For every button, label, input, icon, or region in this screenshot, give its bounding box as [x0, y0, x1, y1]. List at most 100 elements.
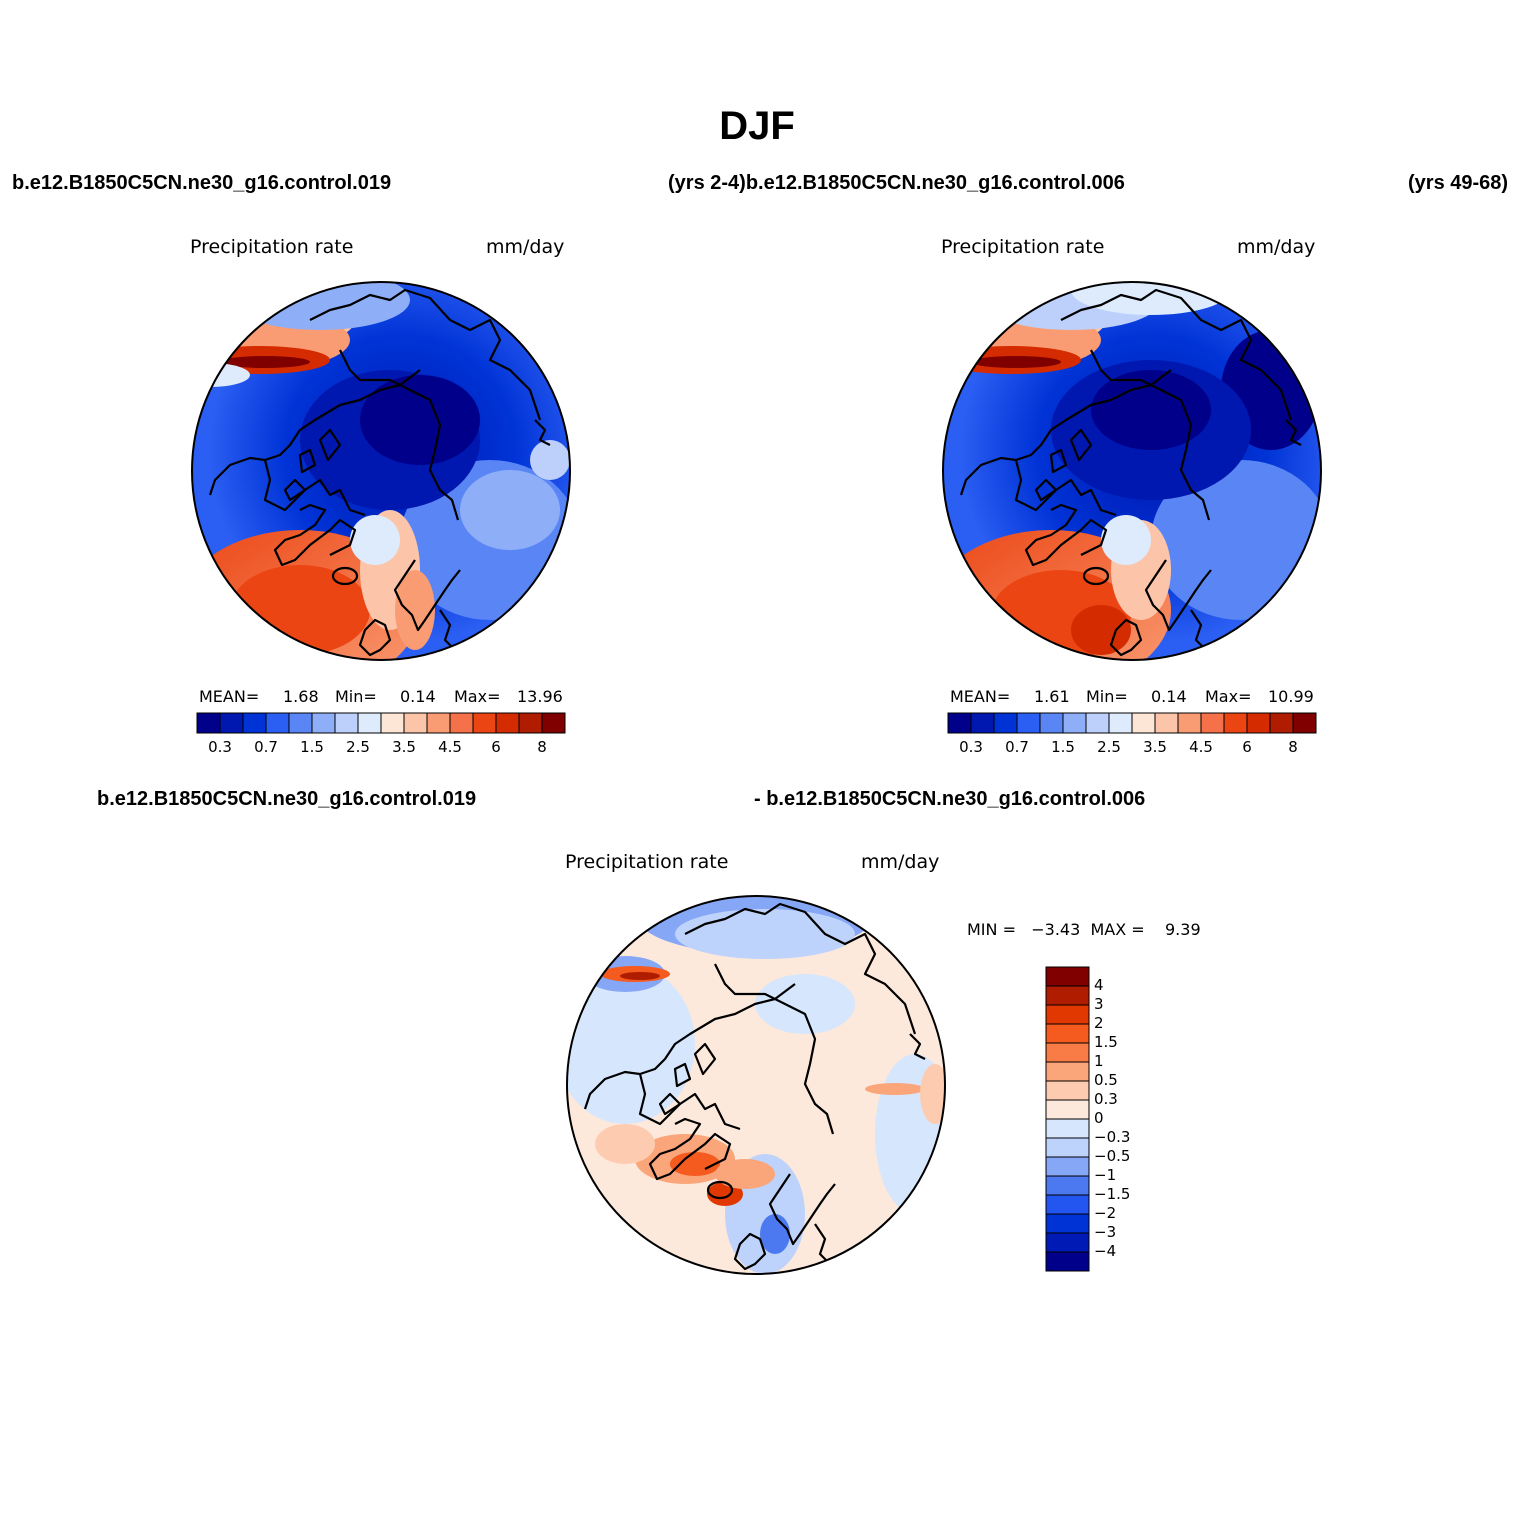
panel3-map-border — [566, 895, 946, 1275]
panel3-colorbar-box — [1045, 1137, 1090, 1158]
panel2-colorbar-box — [947, 712, 972, 734]
panel1-colorbar-box — [242, 712, 267, 734]
panel3-colorbar-box — [1045, 1194, 1090, 1215]
panel1-colorbar-tick-label: 8 — [537, 738, 547, 756]
page-title: DJF — [719, 104, 795, 148]
panel3-colorbar-box — [1045, 1023, 1090, 1044]
panel3-colorbar-tick-label: 0.5 — [1094, 1071, 1118, 1089]
panel3-precip-diff-field — [567, 896, 945, 1274]
panel2-colorbar-box — [1108, 712, 1133, 734]
panel2-units-label: mm/day — [1237, 236, 1316, 258]
panel2-colorbar-box — [1062, 712, 1087, 734]
panel3-colorbar-tick-label: 3 — [1094, 995, 1104, 1013]
panel3-colorbar-box — [1045, 1080, 1090, 1101]
panel3-colorbar-box — [1045, 1118, 1090, 1139]
panel2-min-value: 0.14 — [1151, 687, 1187, 706]
panel3-variable-label: Precipitation rate — [565, 851, 729, 873]
panel2-coastlines — [959, 288, 1302, 657]
panel1-colorbar-tick-label: 2.5 — [346, 738, 370, 756]
panel1-colorbar-box — [219, 712, 244, 734]
panel2-min-label: Min= — [1086, 687, 1128, 706]
panel3-colorbar-box — [1045, 1213, 1090, 1234]
panel1-coastlines — [208, 288, 551, 657]
panel2-variable-label: Precipitation rate — [941, 236, 1105, 258]
panel3-colorbar-box — [1045, 1042, 1090, 1063]
panel3-units-label: mm/day — [861, 851, 940, 873]
panel2-colorbar-box — [970, 712, 995, 734]
middle-case-header: (yrs 2-4)b.e12.B1850C5CN.ne30_g16.contro… — [668, 172, 1125, 194]
panel2-colorbar-tick-label: 6 — [1242, 738, 1252, 756]
panel2-max-value: 10.99 — [1268, 687, 1314, 706]
left-case-header: b.e12.B1850C5CN.ne30_g16.control.019 — [12, 172, 392, 194]
panel3-colorbar-box — [1045, 1251, 1090, 1272]
panel2-polar-map — [942, 281, 1322, 661]
panel3-colorbar-box — [1045, 985, 1090, 1006]
panel2-colorbar-box — [1085, 712, 1110, 734]
panel3-coastlines — [583, 902, 926, 1271]
panel3-colorbar — [1045, 966, 1090, 1272]
panel2-mean-value: 1.61 — [1034, 687, 1070, 706]
panel2-colorbar-tick-label: 1.5 — [1051, 738, 1075, 756]
panel1-colorbar-box — [495, 712, 520, 734]
panel1-colorbar-box — [357, 712, 382, 734]
panel3-colorbar-tick-label: 1.5 — [1094, 1033, 1118, 1051]
panel1-polar-map — [191, 281, 571, 661]
panel3-colorbar-tick-label: 0.3 — [1094, 1090, 1118, 1108]
panel2-colorbar-box — [1292, 712, 1317, 734]
panel2-colorbar-box — [1039, 712, 1064, 734]
panel1-colorbar-tick-label: 1.5 — [300, 738, 324, 756]
panel2-colorbar-box — [1154, 712, 1179, 734]
panel1-colorbar-box — [518, 712, 543, 734]
panel2-map-border — [942, 281, 1322, 661]
panel1-max-label: Max= — [454, 687, 501, 706]
panel3-colorbar-tick-label: −3 — [1094, 1223, 1117, 1241]
panel2-colorbar-tick-label: 0.3 — [959, 738, 983, 756]
panel3-colorbar-box — [1045, 1156, 1090, 1177]
panel3-colorbar-box — [1045, 1099, 1090, 1120]
panel2-colorbar-tick-label: 0.7 — [1005, 738, 1029, 756]
panel1-colorbar-tick-label: 3.5 — [392, 738, 416, 756]
panel1-colorbar-tick-label: 0.3 — [208, 738, 232, 756]
panel2-colorbar-box — [993, 712, 1018, 734]
panel2-colorbar-tick-label: 8 — [1288, 738, 1298, 756]
panel2-colorbar-box — [1269, 712, 1294, 734]
panel1-colorbar-tick-label: 6 — [491, 738, 501, 756]
panel1-units-label: mm/day — [486, 236, 565, 258]
panel1-colorbar-box — [288, 712, 313, 734]
panel3-colorbar-tick-label: 0 — [1094, 1109, 1104, 1127]
panel1-mean-value: 1.68 — [283, 687, 319, 706]
panel3-colorbar-box — [1045, 1061, 1090, 1082]
panel1-colorbar-box — [472, 712, 497, 734]
panel1-colorbar-tick-label: 4.5 — [438, 738, 462, 756]
panel2-colorbar-box — [1223, 712, 1248, 734]
panel2-mean-label: MEAN= — [950, 687, 1011, 706]
panel2-colorbar-tick-label: 2.5 — [1097, 738, 1121, 756]
panel1-min-label: Min= — [335, 687, 377, 706]
panel3-colorbar-tick-label: −4 — [1094, 1242, 1117, 1260]
panel1-colorbar-box — [541, 712, 566, 734]
panel3-colorbar-tick-label: −0.3 — [1094, 1128, 1131, 1146]
panel2-max-label: Max= — [1205, 687, 1252, 706]
panel3-colorbar-box — [1045, 966, 1090, 987]
panel1-colorbar-box — [265, 712, 290, 734]
panel1-colorbar-box — [380, 712, 405, 734]
panel1-colorbar-box — [426, 712, 451, 734]
panel1-map-border — [191, 281, 571, 661]
panel3-colorbar-tick-label: 1 — [1094, 1052, 1104, 1070]
diff-left-header: b.e12.B1850C5CN.ne30_g16.control.019 — [97, 788, 477, 810]
panel3-colorbar-tick-label: −1 — [1094, 1166, 1117, 1184]
panel3-min-max: MIN = −3.43 MAX = 9.39 — [967, 920, 1201, 939]
panel2-colorbar-box — [1131, 712, 1156, 734]
right-years-header: (yrs 49-68) — [1408, 172, 1509, 194]
panel3-colorbar-tick-label: −1.5 — [1094, 1185, 1131, 1203]
panel2-colorbar-box — [1177, 712, 1202, 734]
panel2-colorbar-tick-label: 3.5 — [1143, 738, 1167, 756]
panel1-colorbar-box — [403, 712, 428, 734]
panel2-colorbar-tick-label: 4.5 — [1189, 738, 1213, 756]
panel2-colorbar-box — [1246, 712, 1271, 734]
panel1-colorbar — [196, 712, 566, 734]
panel3-colorbar-tick-label: 2 — [1094, 1014, 1104, 1032]
panel1-max-value: 13.96 — [517, 687, 563, 706]
panel3-colorbar-tick-label: −2 — [1094, 1204, 1117, 1222]
panel2-colorbar-box — [1016, 712, 1041, 734]
